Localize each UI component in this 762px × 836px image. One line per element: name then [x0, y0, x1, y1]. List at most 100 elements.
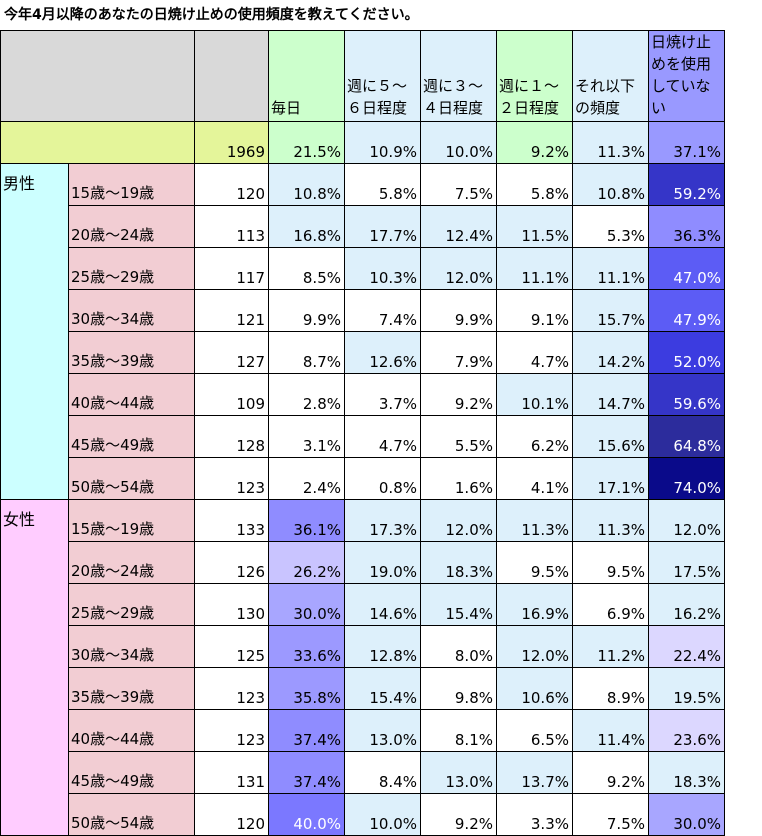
n-cell: 125 — [194, 625, 269, 668]
value-cell: 6.5% — [496, 709, 573, 752]
value-cell: 10.6% — [496, 667, 573, 710]
n-cell: 127 — [194, 331, 269, 374]
age-label-cell: 25歳～29歳 — [68, 583, 195, 626]
value-cell: 26.2% — [268, 541, 345, 584]
n-cell: 133 — [194, 499, 269, 542]
value-cell: 18.3% — [420, 541, 497, 584]
table-row: 男性 15歳～19歳 120 10.8% 5.8% 7.5% 5.8% 10.8% 59.2% — [0, 163, 725, 500]
value-cell: 8.4% — [344, 751, 421, 794]
age-label-cell: 15歳～19歳 — [68, 163, 195, 206]
gender-label-cell: 女性 — [0, 499, 69, 836]
value-cell: 9.1% — [496, 289, 573, 332]
age-label-cell: 20歳～24歳 — [68, 541, 195, 584]
age-label-cell: 20歳～24歳 — [68, 205, 195, 248]
value-cell: 17.5% — [648, 541, 725, 584]
total-label-cell — [0, 121, 195, 164]
value-cell: 8.1% — [420, 709, 497, 752]
value-cell: 5.3% — [572, 205, 649, 248]
value-cell: 36.1% — [268, 499, 345, 542]
value-cell: 1.6% — [420, 457, 497, 500]
header-daily: 毎日 — [268, 30, 345, 122]
value-cell: 30.0% — [268, 583, 345, 626]
value-cell: 17.7% — [344, 205, 421, 248]
header-5-6-days: 週に５～６日程度 — [344, 30, 421, 122]
value-cell: 17.3% — [344, 499, 421, 542]
table-row: 45歳～49歳 131 37.4% 8.4% 13.0% 13.7% 9.2% 18.3% — [1, 751, 725, 794]
value-cell: 15.6% — [572, 415, 649, 458]
table-row: 30歳～34歳 125 33.6% 12.8% 8.0% 12.0% 11.2% 22.4% — [1, 625, 725, 668]
value-cell: 30.0% — [648, 793, 725, 836]
n-cell: 120 — [194, 163, 269, 206]
value-cell: 2.4% — [268, 457, 345, 500]
n-cell: 131 — [194, 751, 269, 794]
total-value-cell: 21.5% — [268, 121, 345, 164]
value-cell: 13.0% — [420, 751, 497, 794]
value-cell: 52.0% — [648, 331, 725, 374]
value-cell: 10.3% — [344, 247, 421, 290]
value-cell: 47.0% — [648, 247, 725, 290]
n-cell: 128 — [194, 415, 269, 458]
value-cell: 13.7% — [496, 751, 573, 794]
n-cell: 123 — [194, 667, 269, 710]
age-label-cell: 40歳～44歳 — [68, 373, 195, 416]
value-cell: 12.8% — [344, 625, 421, 668]
value-cell: 23.6% — [648, 709, 725, 752]
value-cell: 74.0% — [648, 457, 725, 500]
age-label-cell: 50歳～54歳 — [68, 457, 195, 500]
value-cell: 11.1% — [496, 247, 573, 290]
gender-label-cell: 男性 — [0, 163, 69, 500]
age-label-cell: 30歳～34歳 — [68, 289, 195, 332]
value-cell: 15.4% — [344, 667, 421, 710]
value-cell: 35.8% — [268, 667, 345, 710]
value-cell: 11.4% — [572, 709, 649, 752]
table-row: 50歳～54歳 120 40.0% 10.0% 9.2% 3.3% 7.5% 30.0% — [1, 793, 725, 836]
total-value-cell: 10.0% — [420, 121, 497, 164]
value-cell: 12.4% — [420, 205, 497, 248]
age-label-cell: 40歳～44歳 — [68, 709, 195, 752]
value-cell: 18.3% — [648, 751, 725, 794]
age-label-cell: 45歳～49歳 — [68, 751, 195, 794]
n-cell: 123 — [194, 709, 269, 752]
value-cell: 9.5% — [496, 541, 573, 584]
value-cell: 4.7% — [344, 415, 421, 458]
value-cell: 11.2% — [572, 625, 649, 668]
value-cell: 3.7% — [344, 373, 421, 416]
value-cell: 7.9% — [420, 331, 497, 374]
table-row: 35歳～39歳 123 35.8% 15.4% 9.8% 10.6% 8.9% 19.5% — [1, 667, 725, 710]
header-n-cell — [194, 30, 269, 122]
n-cell: 120 — [194, 793, 269, 836]
table-row: 40歳～44歳 123 37.4% 13.0% 8.1% 6.5% 11.4% 23.6% — [1, 709, 725, 752]
value-cell: 11.3% — [496, 499, 573, 542]
value-cell: 11.3% — [572, 499, 649, 542]
value-cell: 4.1% — [496, 457, 573, 500]
value-cell: 0.8% — [344, 457, 421, 500]
value-cell: 14.7% — [572, 373, 649, 416]
value-cell: 10.0% — [344, 793, 421, 836]
value-cell: 16.9% — [496, 583, 573, 626]
value-cell: 12.0% — [496, 625, 573, 668]
value-cell: 59.2% — [648, 163, 725, 206]
value-cell: 2.8% — [268, 373, 345, 416]
table-row: 20歳～24歳 113 16.8% 17.7% 12.4% 11.5% 5.3% 36.3% — [1, 205, 725, 248]
value-cell: 6.2% — [496, 415, 573, 458]
value-cell: 16.2% — [648, 583, 725, 626]
data-table: 毎日 週に５～６日程度 週に３～４日程度 週に１～２日程度 それ以下の頻度 日焼… — [0, 30, 725, 836]
page-title: 今年4月以降のあなたの日焼け止めの使用頻度を教えてください。 — [4, 7, 419, 23]
total-n-cell: 1969 — [194, 121, 269, 164]
n-cell: 123 — [194, 457, 269, 500]
value-cell: 9.5% — [572, 541, 649, 584]
age-label-cell: 45歳～49歳 — [68, 415, 195, 458]
value-cell: 9.8% — [420, 667, 497, 710]
header-row: 毎日 週に５～６日程度 週に３～４日程度 週に１～２日程度 それ以下の頻度 日焼… — [0, 30, 725, 122]
value-cell: 15.4% — [420, 583, 497, 626]
table-row: 30歳～34歳 121 9.9% 7.4% 9.9% 9.1% 15.7% 47.9% — [1, 289, 725, 332]
value-cell: 37.4% — [268, 709, 345, 752]
total-value-cell: 37.1% — [648, 121, 725, 164]
value-cell: 3.1% — [268, 415, 345, 458]
value-cell: 12.6% — [344, 331, 421, 374]
value-cell: 14.2% — [572, 331, 649, 374]
header-corner-cell — [0, 30, 195, 122]
value-cell: 3.3% — [496, 793, 573, 836]
table-row: 25歳～29歳 130 30.0% 14.6% 15.4% 16.9% 6.9% 16.2% — [1, 583, 725, 626]
value-cell: 19.5% — [648, 667, 725, 710]
